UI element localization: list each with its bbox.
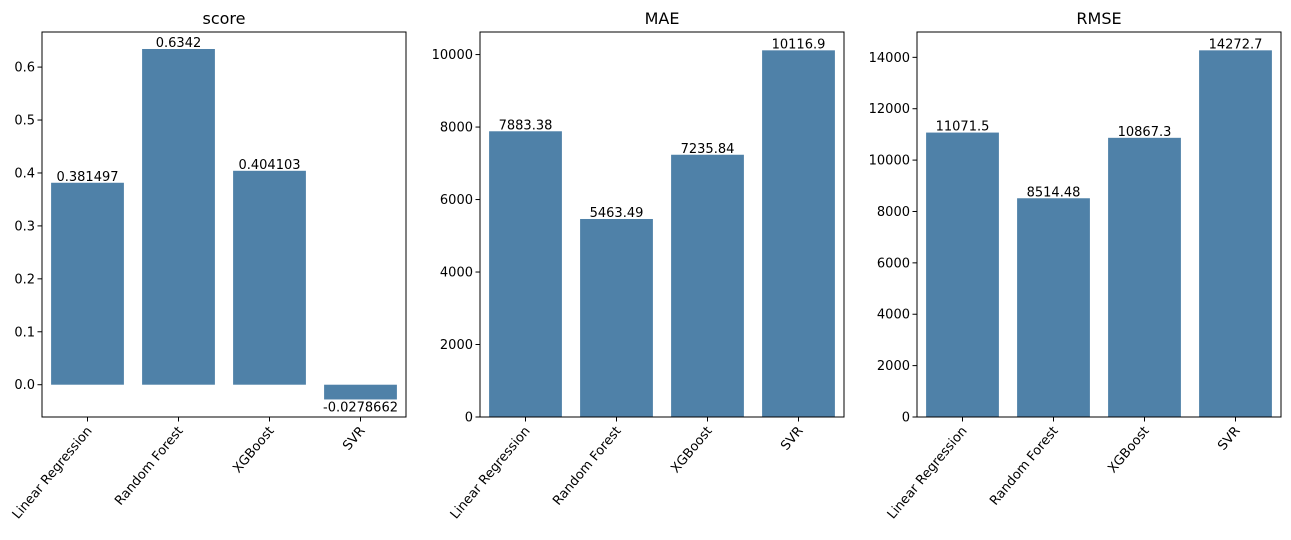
mae-y-tick-label: 4000 (440, 266, 473, 281)
score-y-tick-label: 0.1 (14, 325, 35, 340)
mae-data-label: 7883.38 (499, 118, 553, 133)
mae-data-label: 10116.9 (772, 37, 826, 52)
score-y-tick-label: 0.3 (14, 219, 35, 234)
rmse-y-tick-label: 12000 (869, 102, 910, 117)
score-x-tick-label: Linear Regression (10, 424, 96, 522)
rmse-y-tick-label: 8000 (877, 205, 910, 220)
rmse-chart-title: RMSE (1076, 9, 1121, 28)
score-y-tick-label: 0.6 (14, 61, 35, 76)
mae-x-tick-label: Random Forest (550, 424, 624, 509)
mae-chart-title: MAE (645, 9, 680, 28)
score-x-tick-label: XGBoost (230, 424, 277, 476)
rmse-data-label: 10867.3 (1118, 125, 1172, 140)
mae-bar (580, 218, 653, 417)
rmse-x-tick-label: Linear Regression (885, 424, 971, 522)
rmse-x-tick-label: Random Forest (987, 424, 1061, 509)
mae-y-tick-label: 8000 (440, 121, 473, 136)
mae-bar (762, 50, 835, 417)
rmse-axes-frame (916, 31, 1282, 418)
score-axes-frame (41, 31, 407, 418)
rmse-bar (926, 132, 999, 417)
score-data-label: 0.6342 (156, 36, 202, 51)
score-bar (142, 48, 215, 385)
rmse-data-label: 8514.48 (1027, 185, 1081, 200)
rmse-y-tick-label: 14000 (869, 51, 910, 66)
mae-chart: MAE 7883.38 Linear Regression 5463.49 Random… (432, 9, 845, 522)
rmse-bar (1199, 50, 1272, 417)
rmse-y-tick-label: 4000 (877, 308, 910, 323)
score-bar (51, 182, 124, 385)
score-data-label: 0.381497 (56, 170, 118, 185)
rmse-y-tick-label: 2000 (877, 359, 910, 374)
mae-bar (489, 131, 562, 417)
mae-x-tick-label: Linear Regression (448, 424, 534, 522)
score-bar (233, 170, 306, 385)
mae-y-tick-label: 2000 (440, 338, 473, 353)
mae-bar (671, 154, 744, 418)
rmse-bar (1017, 198, 1090, 417)
score-y-tick-label: 0.4 (14, 166, 35, 181)
rmse-y-tick-label: 6000 (877, 256, 910, 271)
rmse-chart: RMSE 11071.5 Linear Regression 8514.48 Rando… (869, 9, 1282, 522)
score-chart-title: score (203, 9, 246, 28)
score-chart: score 0.381497 Linear Regression 0.6342 Rand… (10, 9, 407, 522)
rmse-x-tick-label: SVR (1215, 424, 1243, 454)
mae-data-label: 7235.84 (681, 142, 735, 157)
mae-x-tick-label: SVR (778, 424, 806, 454)
score-data-label: 0.404103 (238, 158, 300, 173)
mae-x-tick-label: XGBoost (668, 424, 715, 476)
mae-y-tick-label: 10000 (432, 48, 473, 63)
rmse-data-label: 11071.5 (936, 120, 990, 135)
score-y-tick-label: 0.2 (14, 272, 35, 287)
rmse-bar (1108, 137, 1181, 418)
score-x-tick-label: SVR (340, 424, 368, 454)
mae-y-tick-label: 6000 (440, 193, 473, 208)
mae-axes-frame (479, 31, 845, 418)
score-y-tick-label: 0.5 (14, 114, 35, 129)
score-y-tick-label: 0.0 (14, 378, 35, 393)
rmse-y-tick-label: 0 (902, 411, 910, 426)
score-x-tick-label: Random Forest (112, 424, 186, 509)
mae-data-label: 5463.49 (590, 206, 644, 221)
mae-y-tick-label: 0 (465, 411, 473, 426)
rmse-data-label: 14272.7 (1209, 37, 1263, 52)
score-bar (324, 384, 397, 400)
score-data-label: -0.0278662 (323, 400, 398, 415)
rmse-y-tick-label: 10000 (869, 154, 910, 169)
rmse-x-tick-label: XGBoost (1105, 424, 1152, 476)
